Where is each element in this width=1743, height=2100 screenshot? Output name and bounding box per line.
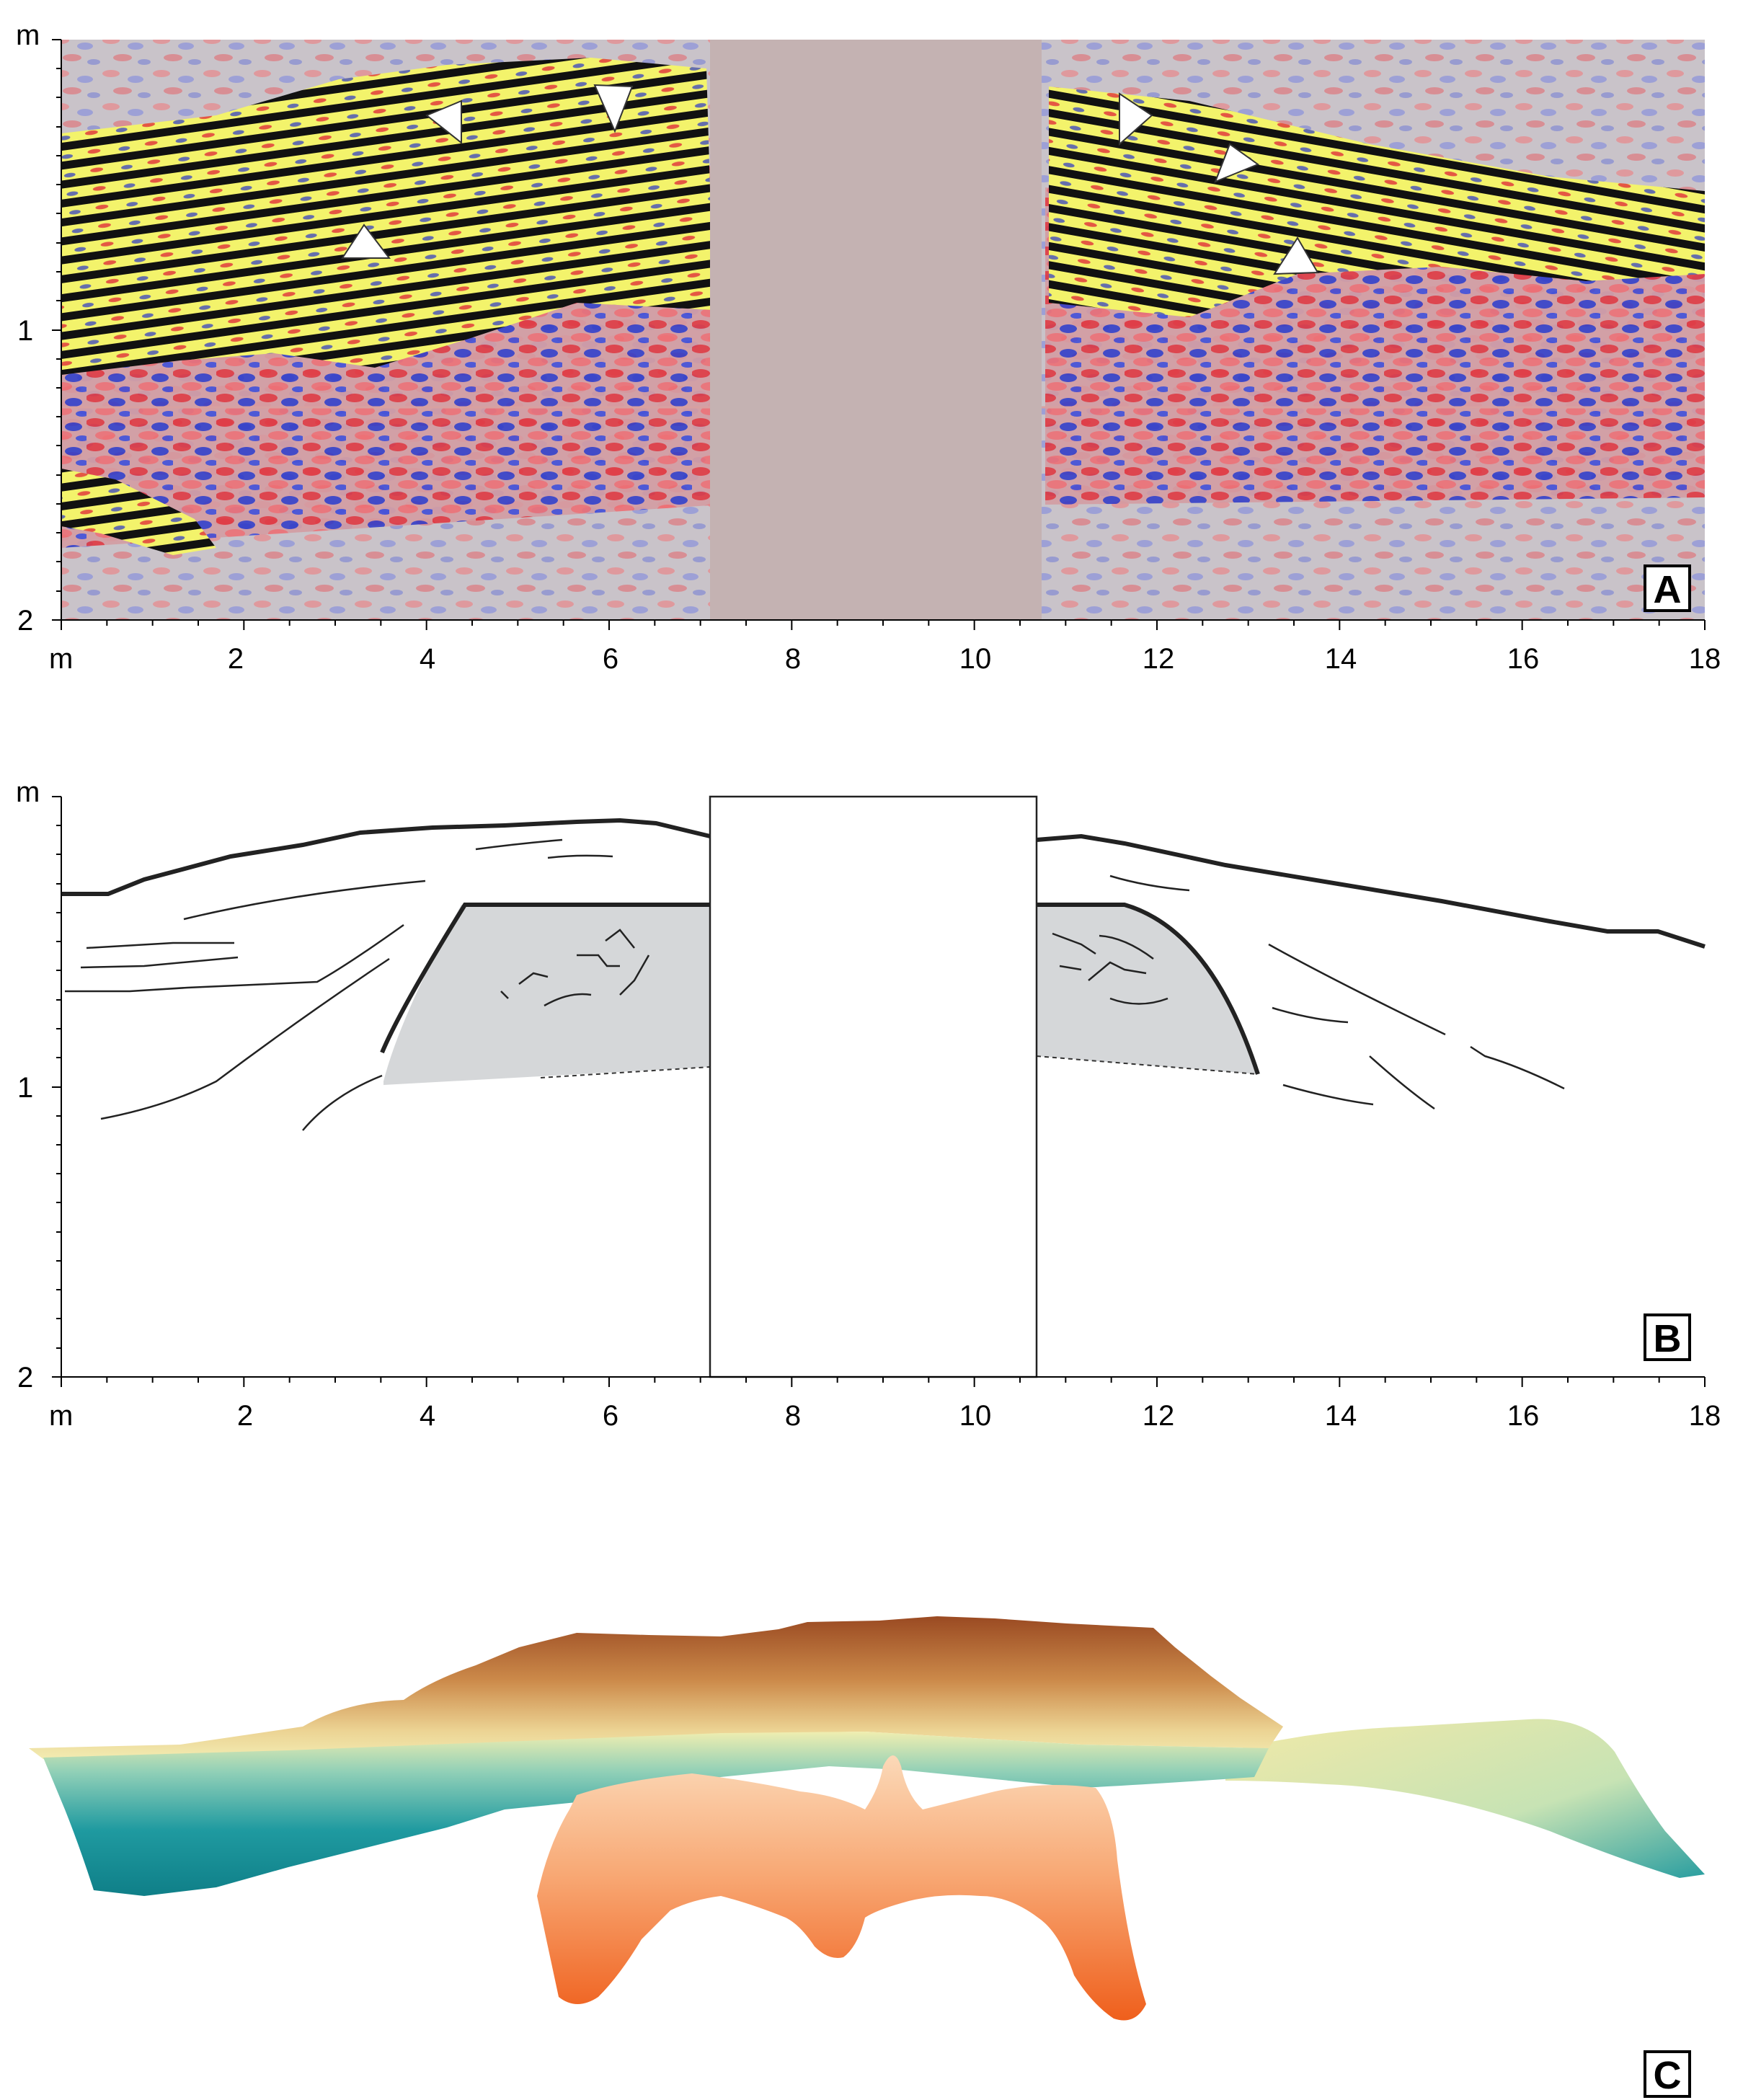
radargram-lower-left-reflection bbox=[61, 469, 216, 555]
panel-a-x-tick-label: 12 bbox=[1143, 643, 1175, 675]
panel-b-x-tick-labels: m 2 4 6 8 10 12 14 16 18 bbox=[49, 1400, 1721, 1432]
panel-b-x-tick-label: 14 bbox=[1325, 1400, 1357, 1432]
panel-c-label-box bbox=[1644, 2050, 1691, 2098]
panel-a-x-unit-label: m bbox=[49, 643, 73, 675]
panel-c-label: C bbox=[1654, 2054, 1682, 2097]
arrowhead-marker bbox=[1214, 143, 1260, 183]
panel-b-x-minor-ticks bbox=[61, 1377, 1706, 1387]
panel-b-x-tick-label: 2 bbox=[237, 1400, 253, 1432]
panel-b-x-tick-label: 6 bbox=[603, 1400, 618, 1432]
panel-c-3d-surface: C bbox=[29, 1616, 1705, 2098]
radargram-data-gap bbox=[710, 40, 1042, 620]
surface-front-face bbox=[43, 1732, 1269, 1896]
panel-b-x-unit-label: m bbox=[49, 1400, 73, 1432]
radargram-strong-reflections-right bbox=[1049, 87, 1705, 317]
panel-a-x-tick-label: 6 bbox=[603, 643, 618, 675]
panel-b-interpretation: m 1 2 m 2 4 6 8 10 12 14 16 18 B bbox=[16, 776, 1721, 1432]
panel-a-label-box bbox=[1644, 564, 1691, 612]
panel-a-radargram: m 1 2 m 2 4 6 8 10 12 14 16 18 A bbox=[16, 19, 1721, 675]
panel-b-y-ticks bbox=[52, 796, 61, 1378]
panel-a-x-tick-label: 4 bbox=[420, 643, 435, 675]
arrowhead-marker bbox=[593, 84, 634, 133]
panel-b-label-box bbox=[1644, 1313, 1691, 1361]
panel-b-y-tick-label: 2 bbox=[17, 1362, 33, 1394]
arrowhead-marker bbox=[341, 223, 391, 259]
panel-b-x-tick-label: 18 bbox=[1689, 1400, 1721, 1432]
panel-b-x-tick-label: 10 bbox=[959, 1400, 992, 1432]
reflection-marker-arrows bbox=[341, 84, 1319, 275]
panel-b-x-tick-label: 4 bbox=[420, 1400, 435, 1432]
shaded-feature-right bbox=[1037, 905, 1258, 1074]
interpreted-reflectors bbox=[65, 838, 1565, 1131]
panel-a-x-tick-label: 2 bbox=[228, 643, 244, 675]
panel-a-x-tick-label: 10 bbox=[959, 643, 992, 675]
surface-right-slope bbox=[1225, 1719, 1705, 1878]
panel-b-x-tick-label: 8 bbox=[785, 1400, 801, 1432]
panel-a-y-ticks bbox=[52, 39, 61, 621]
arrowhead-marker bbox=[1273, 236, 1319, 275]
panel-a-x-minor-ticks bbox=[61, 620, 1706, 630]
panel-a-y-unit-label: m bbox=[16, 19, 40, 51]
panel-b-data-gap-box bbox=[709, 795, 1038, 1378]
radargram-strong-reflections-left bbox=[61, 58, 714, 375]
panel-a-x-tick-label: 18 bbox=[1689, 643, 1721, 675]
panel-a-x-tick-label: 8 bbox=[785, 643, 801, 675]
panel-b-y-tick-label: 1 bbox=[17, 1072, 33, 1104]
panel-a-label: A bbox=[1654, 568, 1682, 611]
panel-a-y-tick-label: 1 bbox=[17, 315, 33, 347]
surface-top bbox=[29, 1616, 1283, 1759]
arrowhead-marker bbox=[425, 99, 462, 145]
panel-b-y-unit-label: m bbox=[16, 776, 40, 808]
panel-a-x-tick-labels: m 2 4 6 8 10 12 14 16 18 bbox=[49, 643, 1721, 675]
panel-b-label: B bbox=[1654, 1317, 1682, 1360]
ground-surface-line-right bbox=[1036, 833, 1706, 949]
buried-feature-surface bbox=[537, 1755, 1146, 2021]
panel-b-x-tick-label: 12 bbox=[1143, 1400, 1175, 1432]
arrowhead-marker bbox=[1119, 92, 1153, 146]
panel-a-x-tick-label: 16 bbox=[1507, 643, 1540, 675]
shaded-feature-left bbox=[383, 905, 710, 1085]
panel-a-x-tick-label: 14 bbox=[1325, 643, 1357, 675]
ground-surface-line-left bbox=[61, 818, 711, 896]
panel-a-y-tick-label: 2 bbox=[17, 605, 33, 637]
panel-b-x-tick-label: 16 bbox=[1507, 1400, 1540, 1432]
